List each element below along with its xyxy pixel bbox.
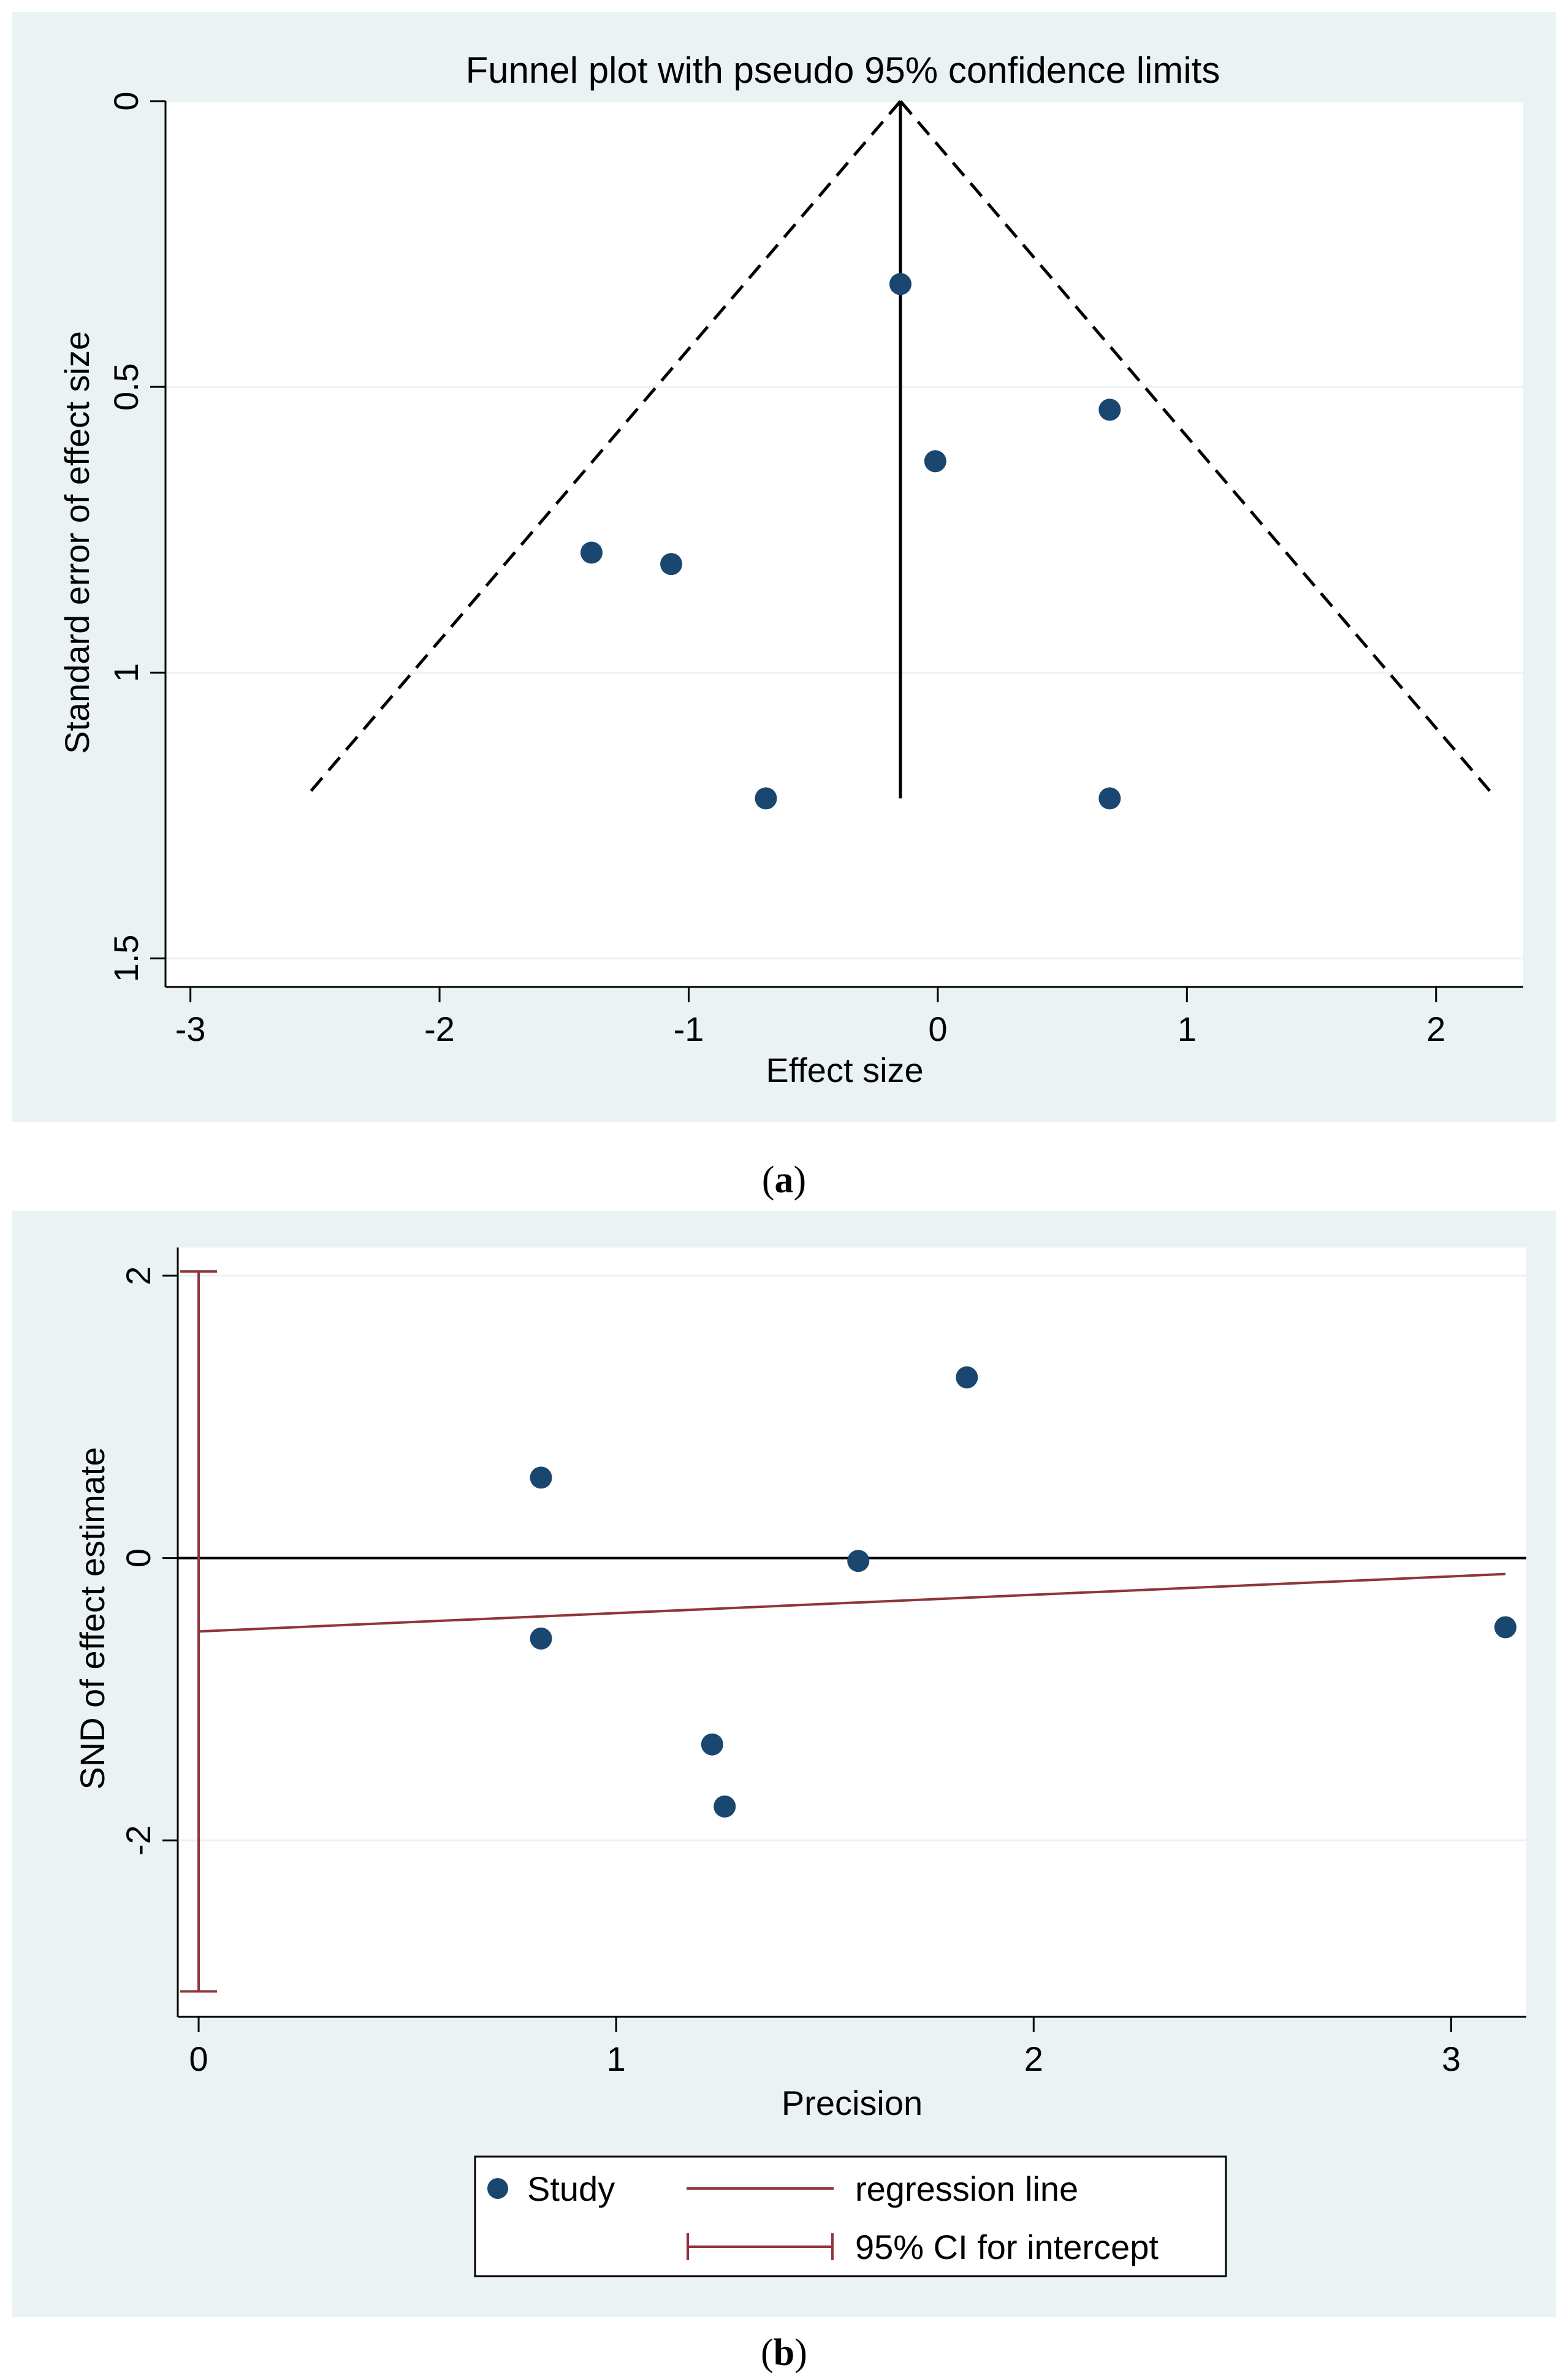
panel-a-caption-letter: a — [775, 1159, 794, 1201]
funnel-y-tick-label: 0 — [107, 91, 145, 110]
funnel-plot-area — [166, 101, 1523, 987]
funnel-study-point — [1098, 398, 1121, 421]
funnel-axes — [164, 101, 1523, 988]
funnel-study-point — [755, 787, 777, 810]
funnel-lower-limit-line — [303, 100, 902, 799]
egger-regression-line — [198, 1572, 1506, 1633]
egger-y-axis-label: SND of effect estimate — [73, 1447, 112, 1789]
funnel-study-point — [660, 553, 683, 576]
funnel-study-point — [580, 541, 603, 564]
egger-study-point — [714, 1795, 736, 1818]
egger-x-tick-label: 1 — [607, 2040, 626, 2078]
legend-study-label: Study — [527, 2169, 615, 2208]
legend-box — [474, 2155, 1227, 2277]
funnel-plot-panel: -3 -2 -1 0 1 2 0 0.5 1 1.5 Funnel plot with pseud… — [12, 12, 1556, 1122]
egger-x-tick-label: 3 — [1442, 2040, 1461, 2078]
funnel-study-point — [1098, 787, 1121, 810]
egger-study-point — [847, 1550, 870, 1572]
funnel-x-tick-label: 1 — [1178, 1010, 1197, 1048]
funnel-upper-limit-line — [899, 100, 1498, 799]
funnel-x-tick-label: 2 — [1426, 1010, 1445, 1048]
legend: Study regression line 95% CI for interce… — [474, 2155, 1227, 2277]
funnel-y-axis-label: Standard error of effect size — [58, 331, 96, 754]
egger-study-point — [530, 1466, 552, 1489]
funnel-points — [580, 273, 1121, 810]
funnel-study-point — [924, 450, 946, 473]
funnel-x-tick-label: 0 — [928, 1010, 947, 1048]
egger-y-tick-label: 2 — [119, 1266, 158, 1285]
funnel-y-tick-label: 1 — [107, 663, 145, 682]
legend-ci-label: 95% CI for intercept — [855, 2228, 1159, 2266]
egger-x-tick-label: 0 — [189, 2040, 208, 2078]
egger-ticks: 0 1 2 3 -2 0 2 — [119, 1266, 1461, 2078]
egger-x-tick-label: 2 — [1024, 2040, 1043, 2078]
funnel-y-tick-label: 1.5 — [107, 934, 145, 982]
funnel-x-tick-label: -3 — [175, 1010, 206, 1048]
egger-axes — [177, 1247, 1526, 2018]
egger-y-tick-label: 0 — [119, 1548, 158, 1567]
funnel-x-axis-label: Effect size — [766, 1051, 923, 1089]
egger-points — [530, 1366, 1517, 1818]
legend-study-marker — [487, 2178, 508, 2199]
funnel-gridlines — [166, 100, 1523, 959]
legend-regression-label: regression line — [855, 2169, 1078, 2208]
egger-plot-area — [178, 1247, 1526, 2017]
funnel-y-tick-label: 0.5 — [107, 363, 145, 411]
funnel-title: Funnel plot with pseudo 95% confidence l… — [466, 50, 1220, 91]
panel-b-caption: (b) — [761, 2332, 807, 2373]
funnel-ticks: -3 -2 -1 0 1 2 0 0.5 1 1.5 — [107, 91, 1445, 1048]
egger-y-tick-label: -2 — [119, 1825, 158, 1856]
funnel-study-point — [889, 273, 911, 295]
funnel-confidence-lines — [303, 100, 1498, 799]
egger-study-point — [530, 1627, 552, 1650]
egger-x-axis-label: Precision — [782, 2084, 923, 2122]
panel-b-caption-letter: b — [774, 2332, 794, 2373]
funnel-x-tick-label: -2 — [424, 1010, 455, 1048]
panel-a-caption: (a) — [762, 1159, 806, 1201]
funnel-x-tick-label: -1 — [674, 1010, 704, 1048]
egger-study-point — [701, 1733, 723, 1756]
egger-plot-panel: 0 1 2 3 -2 0 2 Precision SND of effect estimat… — [12, 1211, 1556, 2317]
egger-study-point — [1494, 1616, 1517, 1639]
egger-study-point — [956, 1366, 978, 1388]
